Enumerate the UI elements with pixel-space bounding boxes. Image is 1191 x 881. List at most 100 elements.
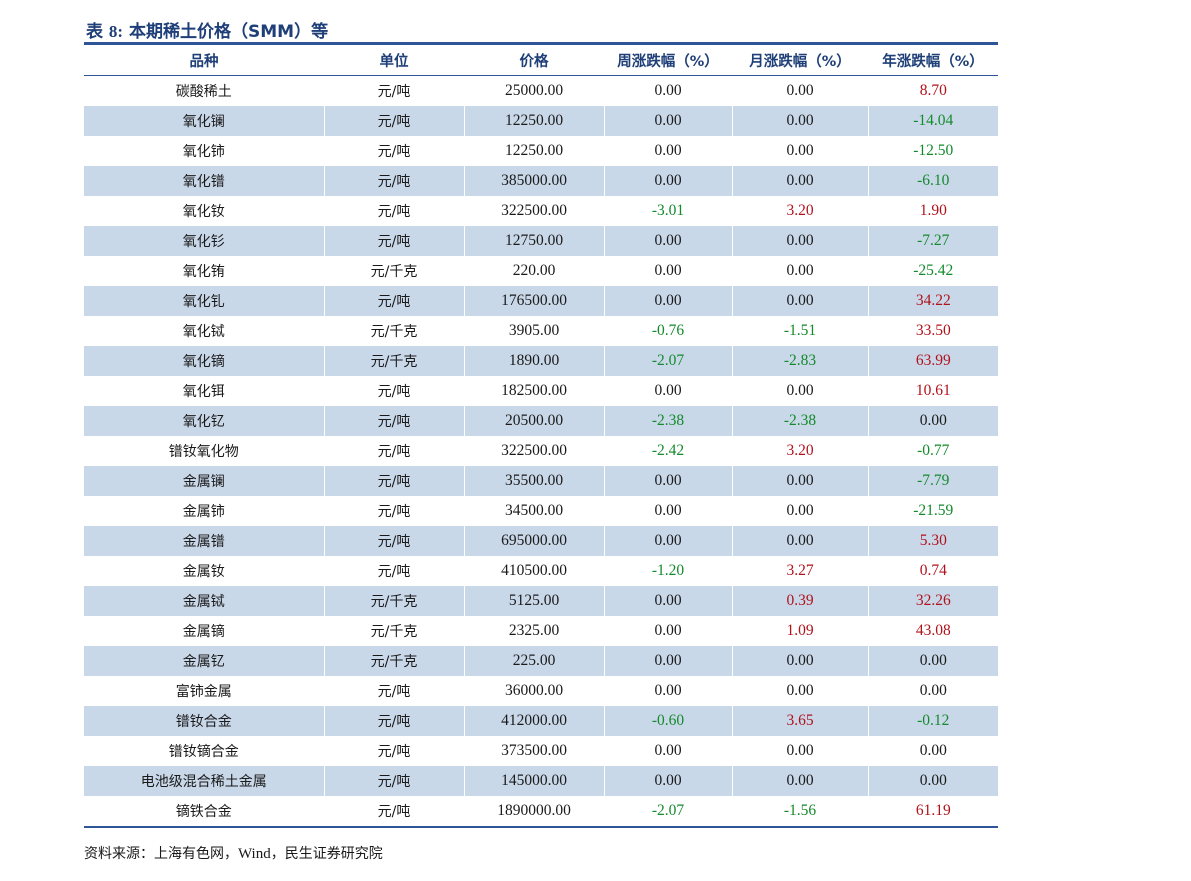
cell-monthly-change: 0.39 (731, 586, 868, 616)
header-monthly-change: 月涨跌幅（%） (732, 45, 868, 76)
header-unit: 单位 (324, 45, 464, 76)
price-table-container: 品种 单位 价格 周涨跌幅（%） 月涨跌幅（%） 年涨跌幅（%） 碳酸稀土 元/吨… (84, 42, 998, 828)
cell-monthly-change: 3.27 (731, 556, 868, 586)
cell-weekly-change: 0.00 (603, 466, 732, 496)
table-header-row: 品种 单位 价格 周涨跌幅（%） 月涨跌幅（%） 年涨跌幅（%） (84, 45, 998, 76)
cell-weekly-change: -2.07 (603, 796, 732, 826)
cell-price: 225.00 (463, 646, 604, 676)
table-row: 镨钕氧化物 元/吨 322500.00 -2.42 3.20 -0.77 (84, 436, 998, 466)
cell-variety: 氧化铽 (182, 324, 225, 340)
cell-weekly-change: 0.00 (603, 616, 732, 646)
header-price: 价格 (464, 45, 604, 76)
cell-variety: 氧化铈 (182, 144, 225, 160)
cell-unit: 元/吨 (323, 226, 464, 256)
cell-unit: 元/吨 (323, 106, 464, 136)
cell-price: 3905.00 (463, 316, 604, 346)
table-row: 氧化钐 元/吨 12750.00 0.00 0.00 -7.27 (84, 226, 998, 256)
cell-yearly-change: 0.00 (867, 676, 998, 706)
cell-monthly-change: 0.00 (731, 376, 868, 406)
cell-unit: 元/千克 (323, 646, 464, 676)
cell-yearly-change: 34.22 (867, 286, 998, 316)
cell-price: 145000.00 (463, 766, 604, 796)
cell-price: 182500.00 (463, 376, 604, 406)
cell-yearly-change: 0.00 (867, 736, 998, 766)
cell-variety: 氧化钕 (182, 204, 225, 220)
cell-monthly-change: 0.00 (731, 676, 868, 706)
cell-price: 695000.00 (463, 526, 604, 556)
cell-weekly-change: 0.00 (603, 496, 732, 526)
table-row: 氧化铕 元/千克 220.00 0.00 0.00 -25.42 (84, 256, 998, 286)
cell-price: 34500.00 (463, 496, 604, 526)
cell-variety: 镨钕氧化物 (168, 444, 239, 460)
cell-weekly-change: -2.38 (603, 406, 732, 436)
cell-price: 322500.00 (463, 196, 604, 226)
cell-monthly-change: 1.09 (731, 616, 868, 646)
cell-price: 36000.00 (463, 676, 604, 706)
cell-price: 412000.00 (463, 706, 604, 736)
source-wind: Wind (238, 846, 271, 862)
cell-price: 176500.00 (463, 286, 604, 316)
cell-unit: 元/吨 (323, 526, 464, 556)
cell-variety: 金属钇 (84, 646, 324, 676)
table-row: 氧化镧 元/吨 12250.00 0.00 0.00 -14.04 (84, 106, 998, 136)
cell-yearly-change: 61.19 (867, 796, 998, 826)
cell-unit: 元/吨 (323, 706, 464, 736)
cell-unit: 元/千克 (323, 586, 464, 616)
cell-price: 12250.00 (463, 136, 604, 166)
cell-monthly-change: 0.00 (731, 226, 868, 256)
cell-variety: 镨钕合金 (84, 706, 324, 736)
cell-yearly-change: 33.50 (867, 316, 998, 346)
cell-weekly-change: 0.00 (603, 286, 732, 316)
header-variety: 品种 (84, 45, 324, 76)
table-row: 金属钇 元/千克 225.00 0.00 0.00 0.00 (84, 646, 998, 676)
cell-variety: 金属铽 (84, 586, 324, 616)
cell-price: 373500.00 (463, 736, 604, 766)
cell-unit: 元/吨 (323, 286, 464, 316)
cell-yearly-change: -0.12 (867, 706, 998, 736)
cell-monthly-change: 0.00 (731, 526, 868, 556)
cell-price: 220.00 (463, 256, 604, 286)
cell-monthly-change: -1.51 (731, 316, 868, 346)
table-title-number: 8: (108, 22, 124, 41)
cell-weekly-change: 0.00 (603, 226, 732, 256)
cell-variety: 金属镧 (84, 466, 324, 496)
cell-yearly-change: 5.30 (867, 526, 998, 556)
cell-weekly-change: 0.00 (603, 766, 732, 796)
cell-unit: 元/吨 (323, 676, 464, 706)
table-row: 镝铁合金 元/吨 1890000.00 -2.07 -1.56 61.19 (84, 796, 998, 826)
cell-yearly-change: -6.10 (867, 166, 998, 196)
cell-price: 2325.00 (463, 616, 604, 646)
cell-monthly-change: 0.00 (731, 256, 868, 286)
cell-monthly-change: 0.00 (731, 496, 868, 526)
cell-weekly-change: 0.00 (603, 646, 732, 676)
cell-unit: 元/吨 (323, 466, 464, 496)
table-row: 金属铈 元/吨 34500.00 0.00 0.00 -21.59 (84, 496, 998, 526)
cell-price: 20500.00 (463, 406, 604, 436)
table-row: 金属镝 元/千克 2325.00 0.00 1.09 43.08 (84, 616, 998, 646)
cell-price: 1890000.00 (463, 796, 604, 826)
table-title-text: 本期稀土价格（SMM）等 (123, 22, 329, 42)
cell-price: 322500.00 (463, 436, 604, 466)
cell-price: 25000.00 (463, 75, 604, 106)
cell-weekly-change: 0.00 (603, 586, 732, 616)
cell-unit: 元/千克 (323, 256, 464, 286)
cell-unit: 元/千克 (323, 616, 464, 646)
cell-yearly-change: 0.00 (867, 406, 998, 436)
table-row: 氧化钇 元/吨 20500.00 -2.38 -2.38 0.00 (84, 406, 998, 436)
table-row: 金属铽 元/千克 5125.00 0.00 0.39 32.26 (84, 586, 998, 616)
cell-variety: 镝铁合金 (175, 804, 232, 820)
cell-monthly-change: 0.00 (731, 466, 868, 496)
cell-yearly-change: 32.26 (867, 586, 998, 616)
cell-yearly-change: -14.04 (867, 106, 998, 136)
table-row: 氧化钆 元/吨 176500.00 0.00 0.00 34.22 (84, 286, 998, 316)
cell-price: 5125.00 (463, 586, 604, 616)
table-top-rule (84, 42, 998, 45)
table-row: 富铈金属 元/吨 36000.00 0.00 0.00 0.00 (84, 676, 998, 706)
table-row: 镨钕合金 元/吨 412000.00 -0.60 3.65 -0.12 (84, 706, 998, 736)
cell-weekly-change: 0.00 (603, 676, 732, 706)
cell-weekly-change: -0.76 (603, 316, 732, 346)
cell-variety: 氧化钆 (84, 286, 324, 316)
cell-monthly-change: 0.00 (731, 136, 868, 166)
cell-yearly-change: 63.99 (867, 346, 998, 376)
header-weekly-change: 周涨跌幅（%） (604, 45, 732, 76)
